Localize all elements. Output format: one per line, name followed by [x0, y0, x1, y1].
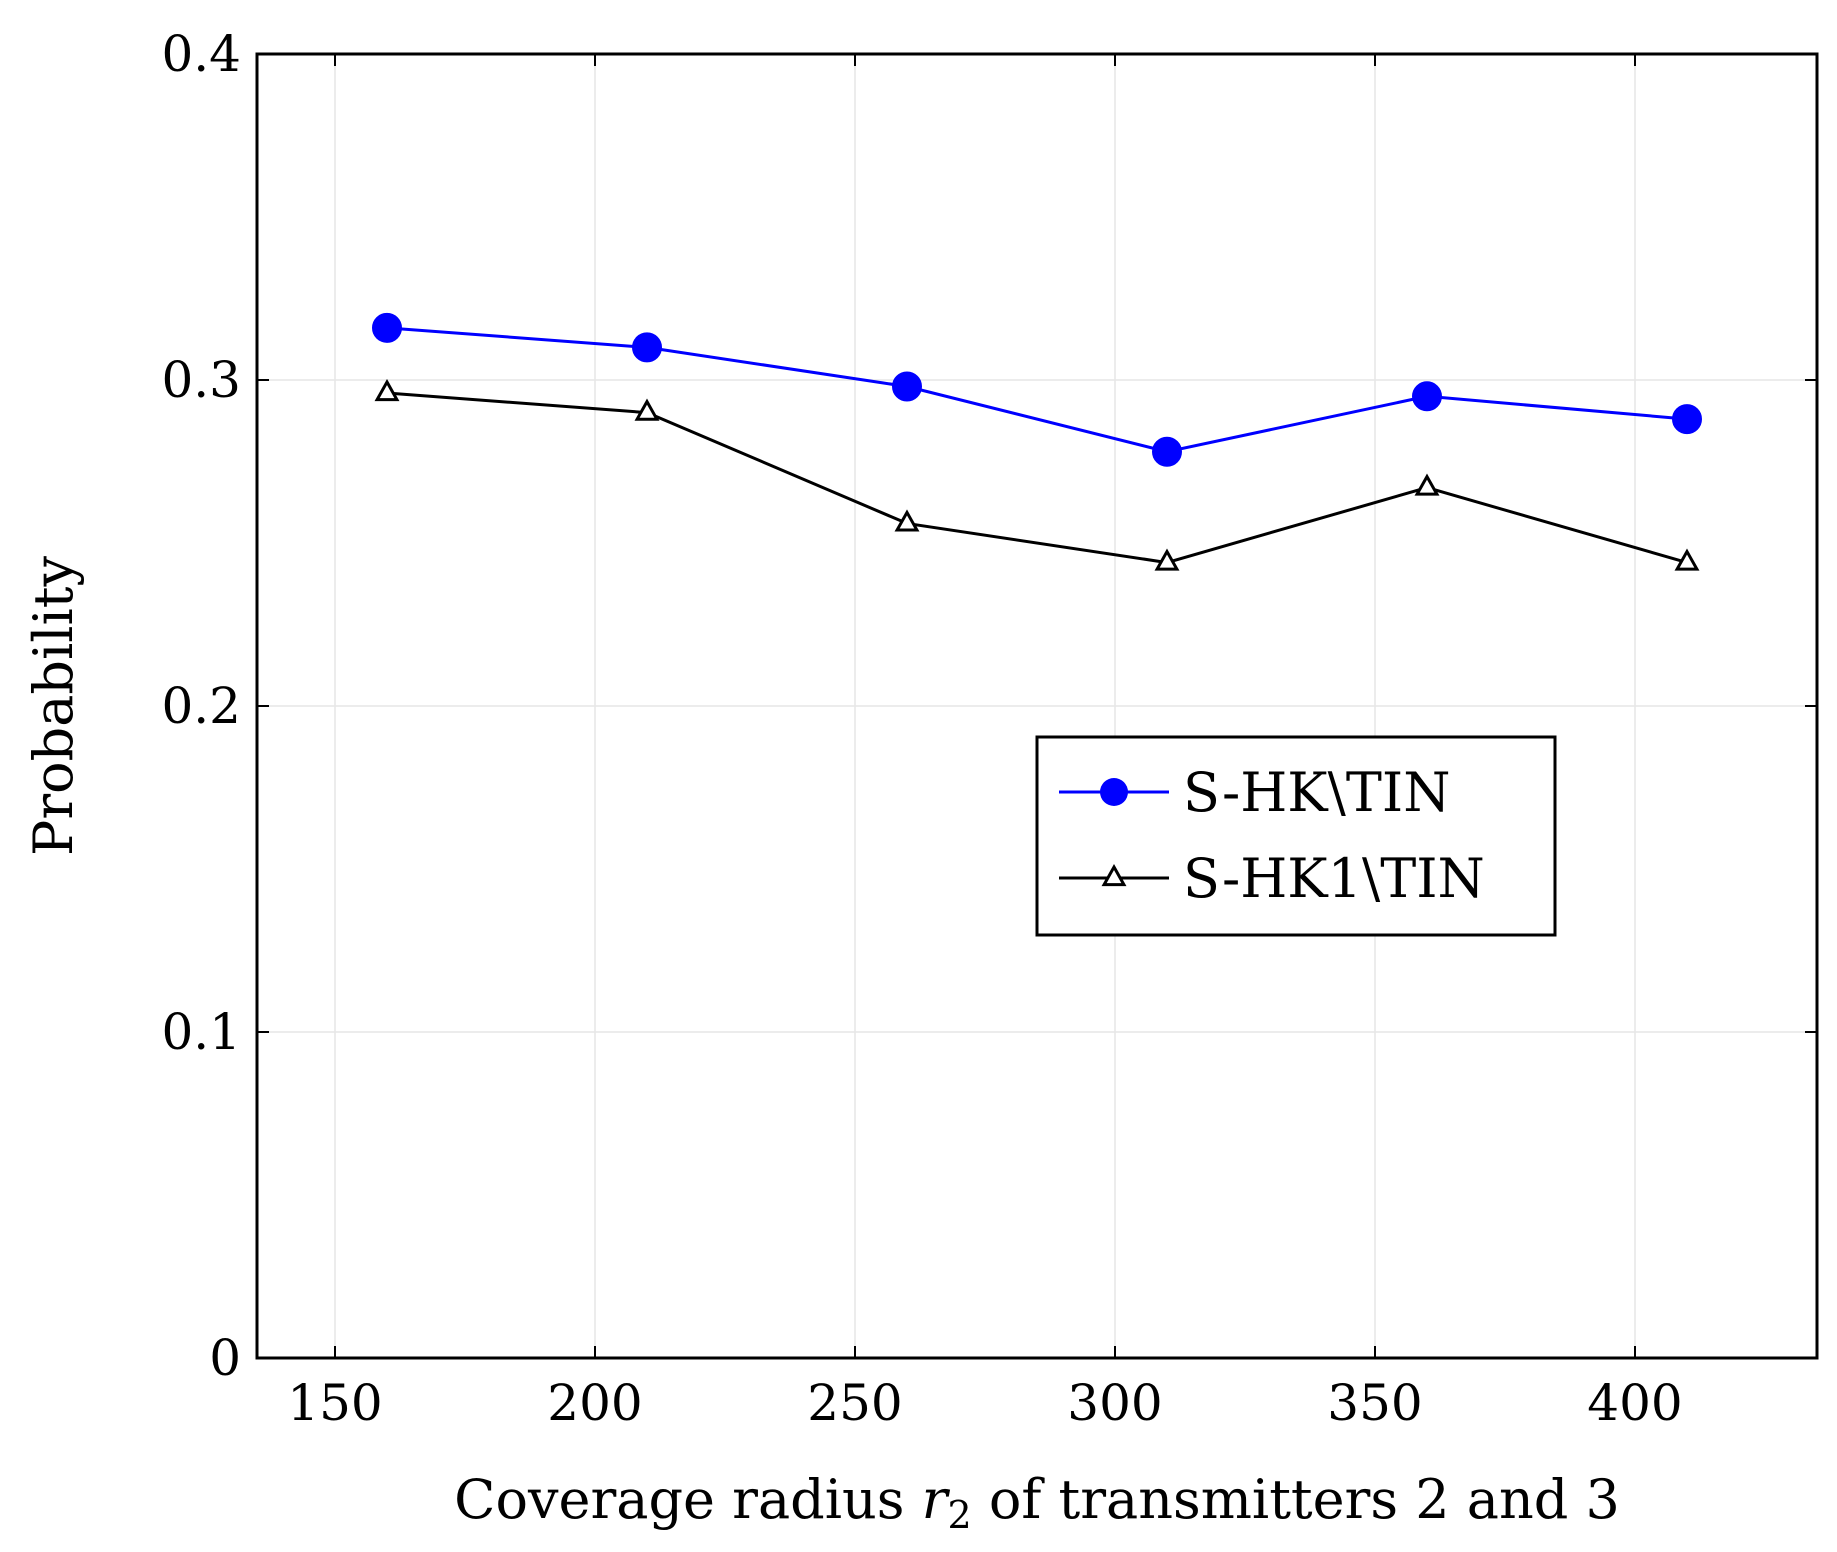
legend-box: [1035, 735, 1557, 937]
y-tick-label: 0.3: [161, 351, 241, 409]
series-line: [386, 326, 1688, 454]
x-tick-label: 300: [1067, 1374, 1162, 1432]
series-layer: [372, 312, 1702, 571]
data-point: [894, 509, 920, 532]
data-point: [1412, 381, 1442, 412]
x-tick-label: 200: [547, 1374, 642, 1432]
x-axis-label-prefix: Coverage radius: [454, 1468, 904, 1531]
plot-frame: [255, 52, 1819, 1360]
x-tick-label: 250: [807, 1374, 902, 1432]
x-tick-label: 150: [287, 1374, 382, 1432]
y-tick-label: 0.4: [161, 25, 241, 83]
series-1: [374, 378, 1700, 571]
data-point: [1672, 404, 1702, 435]
tick-labels: 150 200 250 300 350 400 0 0.1 0.2 0.3 0.4: [161, 25, 1682, 1432]
legend: S-HK\TIN S-HK1\TIN: [1035, 735, 1557, 937]
y-axis-label: Probability: [22, 556, 85, 856]
y-tick-label: 0: [209, 1329, 241, 1387]
series-line: [386, 391, 1688, 565]
data-point: [1414, 473, 1440, 496]
data-point: [374, 378, 400, 402]
x-axis-label-suffix: of transmitters 2 and 3: [989, 1468, 1620, 1531]
data-point: [892, 371, 922, 402]
y-tick-label: 0.2: [161, 677, 241, 735]
legend-marker-triangle: [1101, 863, 1127, 887]
x-axis-label: Coverage radius r2 of transmitters 2 and…: [454, 1468, 1620, 1541]
x-axis-label-var: r: [922, 1468, 951, 1531]
x-tick-label: 400: [1587, 1374, 1682, 1432]
legend-label-s-hk-tin: S-HK\TIN: [1183, 761, 1450, 824]
data-point: [632, 332, 662, 363]
legend-marker-circle: [1100, 778, 1128, 806]
data-point: [372, 312, 402, 343]
x-tick-label: 350: [1327, 1374, 1422, 1432]
data-point: [1674, 548, 1700, 571]
data-point: [634, 398, 660, 421]
series-0: [372, 312, 1702, 467]
x-axis-label-sub: 2: [948, 1493, 972, 1537]
data-point: [1154, 548, 1180, 571]
y-tick-label: 0.1: [161, 1003, 241, 1061]
data-point: [1152, 436, 1182, 467]
legend-label-s-hk1-tin: S-HK1\TIN: [1183, 847, 1485, 910]
